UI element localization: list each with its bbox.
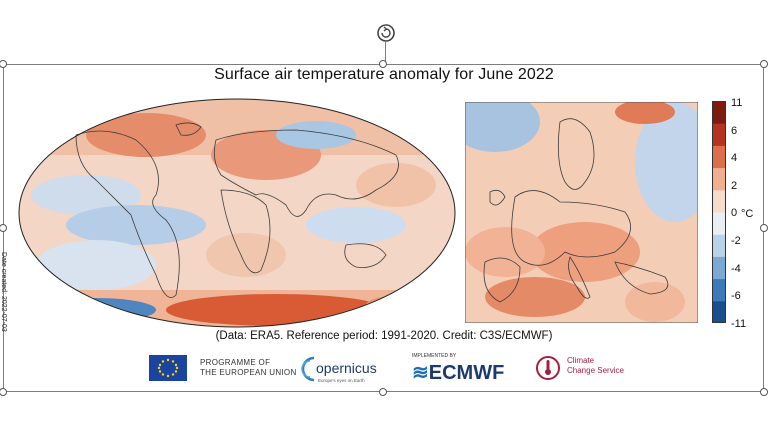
colorbar-tick-label: 0 bbox=[731, 207, 738, 219]
colorbar-tick-label: -4 bbox=[731, 263, 741, 275]
colorbar-segment bbox=[712, 101, 726, 124]
c3s-line2: Change Service bbox=[567, 366, 624, 375]
colorbar-tick-label: 6 bbox=[731, 125, 738, 137]
colorbar-tick-label: 4 bbox=[731, 152, 738, 164]
eu-programme-label: PROGRAMME OF THE EUROPEAN UNION bbox=[200, 358, 297, 378]
colorbar-unit: °C bbox=[741, 208, 754, 220]
colorbar-segment bbox=[712, 256, 726, 280]
eu-flag-icon bbox=[149, 355, 187, 381]
colorbar-tick-label: -11 bbox=[731, 318, 747, 330]
copernicus-wordmark: opernicus bbox=[316, 360, 377, 376]
colorbar-segment bbox=[712, 212, 726, 235]
resize-handle-bottom-right[interactable] bbox=[760, 388, 768, 396]
colorbar bbox=[712, 101, 726, 323]
rotate-handle-icon[interactable] bbox=[375, 22, 397, 44]
colorbar-segment bbox=[712, 234, 726, 257]
eu-programme-line1: PROGRAMME OF bbox=[200, 358, 271, 367]
colorbar-tick-label: 2 bbox=[731, 180, 738, 192]
copernicus-tagline: Europe's eyes on Earth bbox=[318, 378, 365, 383]
colorbar-segment bbox=[712, 300, 726, 323]
ecmwf-wordmark: ECMWF bbox=[428, 362, 505, 384]
rotation-connector bbox=[385, 42, 386, 64]
resize-handle-bottom-left[interactable] bbox=[0, 388, 7, 396]
ecmwf-wave-icon: ≋ bbox=[412, 362, 429, 384]
date-created-label: Date created: 2022-07-03 bbox=[0, 252, 7, 332]
colorbar-tick-label: 11 bbox=[731, 97, 743, 109]
colorbar-segment bbox=[712, 189, 726, 213]
source-credit: (Data: ERA5. Reference period: 1991-2020… bbox=[215, 330, 553, 342]
europe-anomaly-map bbox=[465, 102, 698, 323]
resize-handle-top-middle[interactable] bbox=[379, 60, 387, 68]
colorbar-segment bbox=[712, 167, 726, 191]
figure-title: Surface air temperature anomaly for June… bbox=[214, 66, 554, 83]
c3s-logo bbox=[536, 356, 560, 380]
colorbar-tick-label: -2 bbox=[731, 235, 741, 247]
colorbar-tick-label: -6 bbox=[731, 290, 741, 302]
eu-programme-line2: THE EUROPEAN UNION bbox=[200, 368, 297, 377]
colorbar-segment bbox=[712, 123, 726, 146]
resize-handle-bottom-middle[interactable] bbox=[379, 388, 387, 396]
colorbar-border bbox=[712, 101, 726, 323]
colorbar-segment bbox=[712, 145, 726, 169]
world-anomaly-map bbox=[18, 98, 456, 328]
ecmwf-logo: ≋ECMWF bbox=[412, 360, 504, 385]
resize-handle-middle-left[interactable] bbox=[0, 224, 7, 232]
colorbar-segment bbox=[712, 278, 726, 302]
copernicus-logo: opernicus Europe's eyes on Earth bbox=[301, 356, 377, 383]
resize-handle-top-left[interactable] bbox=[0, 60, 7, 68]
c3s-label: Climate Change Service bbox=[567, 356, 624, 376]
c3s-line1: Climate bbox=[567, 356, 595, 365]
ecmwf-implemented-by: IMPLEMENTED BY bbox=[412, 353, 457, 359]
resize-handle-middle-right[interactable] bbox=[760, 224, 768, 232]
